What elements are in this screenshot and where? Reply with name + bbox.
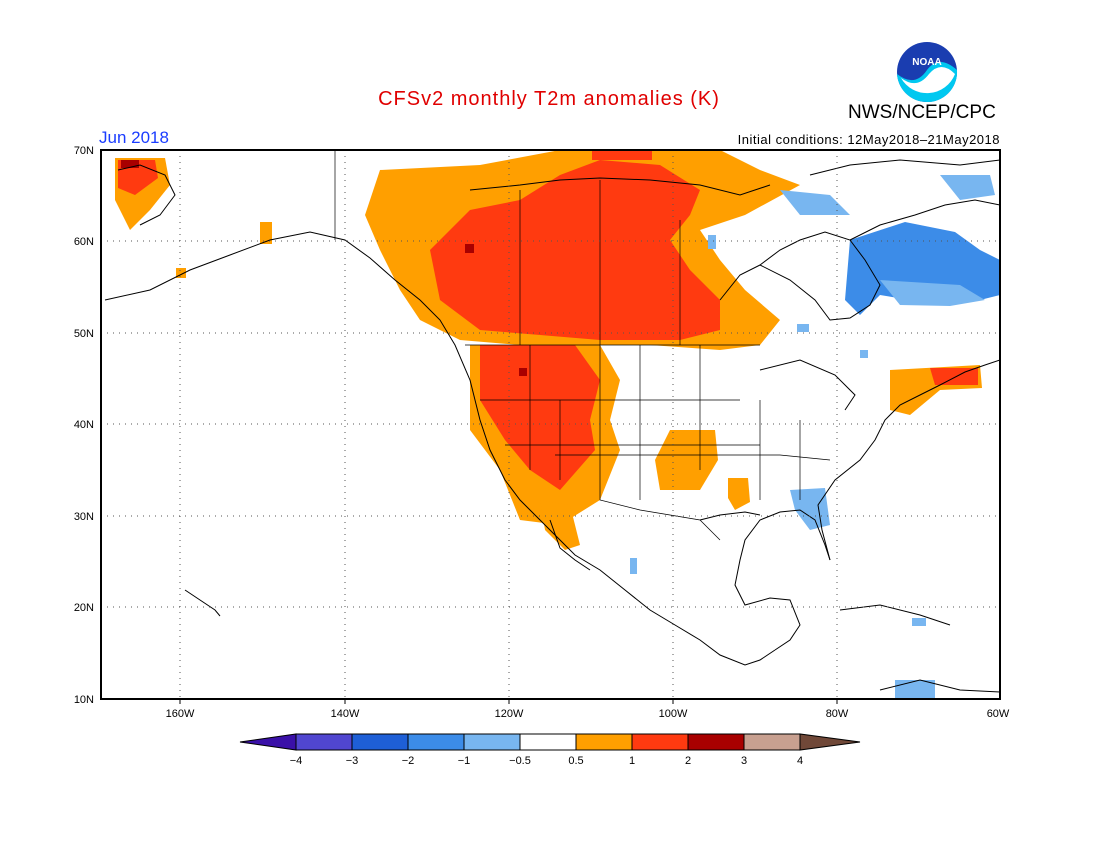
colorbar-swatch bbox=[687, 733, 745, 751]
chart-title: CFSv2 monthly T2m anomalies (K) bbox=[378, 88, 720, 110]
lon-label: 140W bbox=[331, 708, 360, 720]
warm-cell bbox=[519, 368, 527, 376]
lon-axis: 160W 140W 120W 100W 80W 60W bbox=[166, 708, 1010, 720]
warm-region-us-west-red bbox=[480, 345, 600, 490]
cold-cell bbox=[912, 618, 926, 626]
lat-label: 20N bbox=[74, 602, 94, 614]
coastlines bbox=[104, 159, 1000, 693]
colorbar-tick-label: 3 bbox=[741, 755, 747, 767]
colorbar-tick-label: −1 bbox=[458, 755, 471, 767]
warm-cell bbox=[465, 244, 474, 253]
colorbar-swatch bbox=[743, 733, 801, 751]
warm-cell bbox=[176, 268, 186, 278]
cold-region-baffin bbox=[940, 175, 995, 200]
warm-region-gulf bbox=[728, 478, 750, 510]
colorbar-swatch bbox=[407, 733, 465, 751]
warm-region-canada-red bbox=[430, 160, 720, 340]
colorbar-arrow-low bbox=[239, 733, 297, 751]
colorbar-arrow-high bbox=[799, 733, 861, 751]
initial-conditions-label: Initial conditions: 12May2018–21May2018 bbox=[737, 132, 1000, 147]
cold-region-hudson-north bbox=[780, 190, 850, 215]
lat-axis: 70N 60N 50N 40N 30N 20N 10N bbox=[74, 145, 94, 706]
colorbar-tick-label: 1 bbox=[629, 755, 635, 767]
lat-label: 70N bbox=[74, 145, 94, 157]
colorbar-swatch bbox=[463, 733, 521, 751]
lat-label: 50N bbox=[74, 328, 94, 340]
warm-region-northeast-red bbox=[930, 368, 978, 385]
lon-label: 80W bbox=[826, 708, 849, 720]
lon-label: 60W bbox=[987, 708, 1010, 720]
warm-cell bbox=[260, 222, 272, 244]
colorbar-swatch bbox=[519, 733, 577, 751]
cold-region-labrador-light bbox=[880, 280, 985, 306]
colorbar-swatch bbox=[631, 733, 689, 751]
agency-label: NWS/NCEP/CPC bbox=[848, 102, 996, 123]
map-frame bbox=[100, 149, 1001, 700]
lon-label: 120W bbox=[495, 708, 524, 720]
colorbar-tick-label: −0.5 bbox=[509, 755, 531, 767]
warm-region-alaska-west-red bbox=[118, 160, 158, 195]
cold-cell bbox=[895, 680, 935, 699]
colorbar-tick-label: −3 bbox=[346, 755, 359, 767]
noaa-logo-text: NOAA bbox=[912, 57, 941, 68]
lat-label: 10N bbox=[74, 694, 94, 706]
cold-cell bbox=[708, 235, 716, 249]
colorbar-tick-label: −4 bbox=[290, 755, 303, 767]
valid-month-label: Jun 2018 bbox=[99, 128, 169, 147]
warm-region-baja bbox=[540, 500, 580, 550]
warm-cell bbox=[592, 150, 652, 160]
colorbar-tick-label: −2 bbox=[402, 755, 415, 767]
cold-cell bbox=[630, 558, 637, 574]
colorbar-tick-label: 4 bbox=[797, 755, 803, 767]
colorbar-swatch bbox=[575, 733, 633, 751]
cold-cell bbox=[860, 350, 868, 358]
noaa-logo: NOAA bbox=[897, 42, 958, 103]
lat-label: 60N bbox=[74, 236, 94, 248]
colorbar-tick-label: 0.5 bbox=[568, 755, 583, 767]
political-borders bbox=[334, 150, 831, 541]
lon-label: 100W bbox=[659, 708, 688, 720]
colorbar-swatch bbox=[295, 733, 353, 751]
lon-label: 160W bbox=[166, 708, 195, 720]
colorbar-swatch bbox=[351, 733, 409, 751]
warm-cell bbox=[121, 160, 139, 168]
lat-label: 40N bbox=[74, 419, 94, 431]
anomaly-fields bbox=[104, 150, 1000, 699]
colorbar-tick-label: 2 bbox=[685, 755, 691, 767]
colorbar: −4 −3 −2 −1 −0.5 0.5 1 2 3 4 bbox=[239, 733, 861, 767]
lat-label: 30N bbox=[74, 511, 94, 523]
cold-cell bbox=[797, 324, 809, 332]
